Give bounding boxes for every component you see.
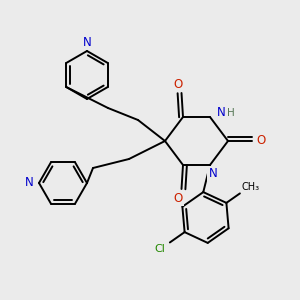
Text: N: N — [25, 176, 34, 190]
Text: Cl: Cl — [154, 244, 166, 254]
Text: O: O — [256, 134, 266, 148]
Text: N: N — [82, 36, 91, 49]
Text: N: N — [217, 106, 226, 119]
Text: Cl: Cl — [154, 244, 166, 254]
Text: N: N — [217, 106, 226, 119]
Text: O: O — [174, 191, 183, 205]
Text: O: O — [174, 77, 183, 91]
Text: CH₃: CH₃ — [242, 182, 260, 192]
Text: H: H — [227, 107, 235, 118]
Text: H: H — [227, 107, 235, 118]
Text: O: O — [174, 77, 183, 91]
Text: O: O — [256, 134, 266, 148]
Text: CH₃: CH₃ — [242, 182, 260, 192]
Text: N: N — [208, 167, 217, 180]
Text: N: N — [208, 167, 217, 180]
Text: N: N — [82, 36, 91, 49]
Text: O: O — [174, 191, 183, 205]
Text: N: N — [25, 176, 34, 190]
